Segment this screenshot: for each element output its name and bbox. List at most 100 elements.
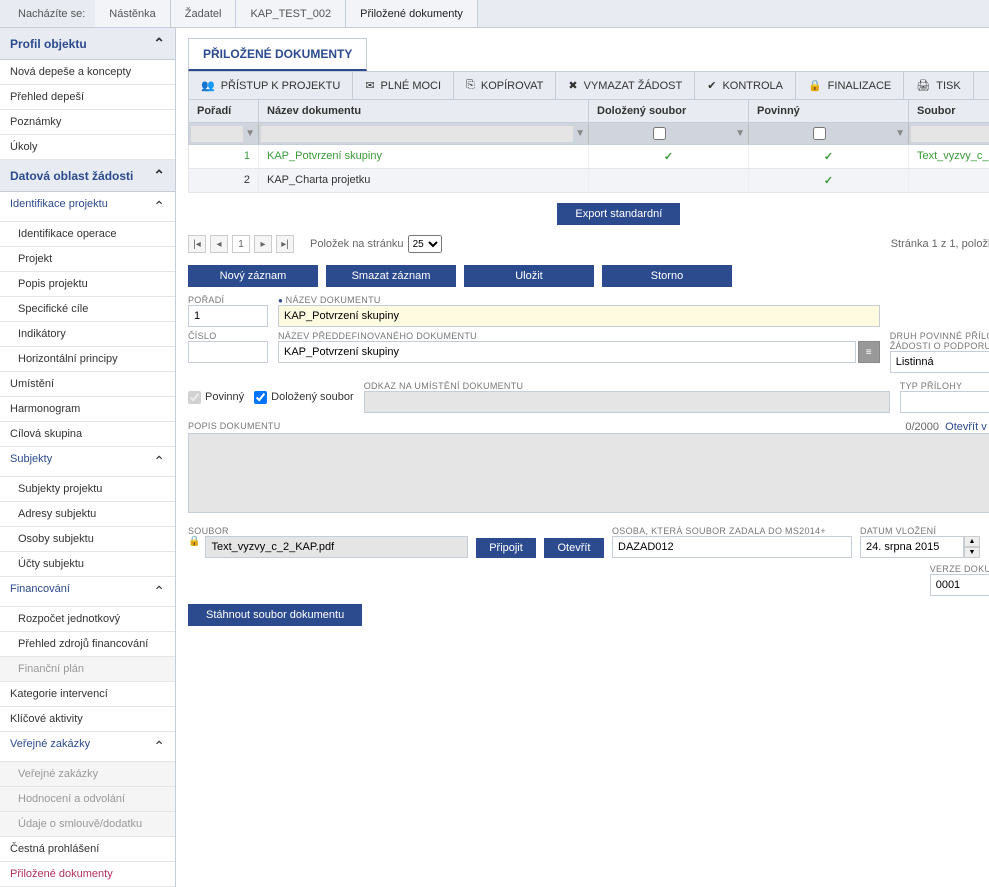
- export-button[interactable]: Export standardní: [557, 203, 680, 225]
- pager-page[interactable]: 1: [232, 235, 250, 253]
- sidebar-item[interactable]: Poznámky: [0, 110, 175, 135]
- sidebar-item[interactable]: Osoby subjektu: [0, 527, 175, 552]
- sidebar-item-financ[interactable]: Financování⌃: [0, 577, 175, 607]
- checkbox-dolozeny[interactable]: Doložený soubor: [254, 391, 354, 404]
- input-soubor[interactable]: [205, 536, 468, 558]
- delete-button[interactable]: Smazat záznam: [326, 265, 456, 287]
- grid-header-poradi[interactable]: Pořadí: [189, 100, 259, 122]
- toolbar-plne[interactable]: ✉PLNÉ MOCI: [353, 72, 454, 99]
- filter-icon[interactable]: ▼: [735, 128, 745, 139]
- checkbox[interactable]: [254, 391, 267, 404]
- sidebar-item[interactable]: Veřejné zakázky: [0, 762, 175, 787]
- sidebar-item[interactable]: Klíčové aktivity: [0, 707, 175, 732]
- toolbar-tisk[interactable]: 🖨TISK: [904, 72, 973, 99]
- input-datum[interactable]: [860, 536, 964, 558]
- sidebar-item-ident[interactable]: Identifikace projektu⌃: [0, 192, 175, 222]
- sidebar-item[interactable]: Kategorie intervencí: [0, 682, 175, 707]
- grid-header-soubor[interactable]: Soubor: [909, 100, 989, 122]
- sidebar-item[interactable]: Čestná prohlášení: [0, 837, 175, 862]
- grid-cell: 2: [189, 169, 259, 192]
- filter-icon[interactable]: ▼: [895, 128, 905, 139]
- pager-last[interactable]: ▸|: [276, 235, 294, 253]
- filter-icon[interactable]: ▼: [575, 128, 585, 139]
- check-icon: ✓: [824, 175, 833, 187]
- sidebar-item[interactable]: Popis projektu: [0, 272, 175, 297]
- sidebar-item[interactable]: Umístění: [0, 372, 175, 397]
- input-typ[interactable]: [900, 391, 989, 413]
- spinner-up[interactable]: ▲: [964, 536, 980, 547]
- breadcrumb-item[interactable]: Žadatel: [171, 0, 237, 27]
- picker-button[interactable]: ≡: [858, 341, 880, 363]
- input-verze[interactable]: [930, 574, 989, 596]
- sidebar-item[interactable]: Horizontální principy: [0, 347, 175, 372]
- toolbar-pristup[interactable]: 👥PŘÍSTUP K PROJEKTU: [189, 72, 353, 99]
- grid-filter[interactable]: ▼: [589, 123, 749, 144]
- grid-filter[interactable]: ▼: [259, 123, 589, 144]
- toolbar-vymaz[interactable]: ✖VYMAZAT ŽÁDOST: [556, 72, 695, 99]
- input-cislo[interactable]: [188, 341, 268, 363]
- grid-header-nazev[interactable]: Název dokumentu: [259, 100, 589, 122]
- grid-filter[interactable]: ▼: [189, 123, 259, 144]
- toolbar-label: VYMAZAT ŽÁDOST: [584, 80, 683, 92]
- pager-next[interactable]: ▸: [254, 235, 272, 253]
- sidebar-item[interactable]: Subjekty projektu: [0, 477, 175, 502]
- sidebar-item[interactable]: Hodnocení a odvolání: [0, 787, 175, 812]
- pager-prev[interactable]: ◂: [210, 235, 228, 253]
- breadcrumb-item[interactable]: KAP_TEST_002: [236, 0, 346, 27]
- filter-checkbox[interactable]: [653, 127, 666, 140]
- sidebar-item[interactable]: Identifikace operace: [0, 222, 175, 247]
- sidebar-item[interactable]: Přehled zdrojů financování: [0, 632, 175, 657]
- toolbar-kontrola[interactable]: ✔KONTROLA: [695, 72, 796, 99]
- sidebar-item-verejne[interactable]: Veřejné zakázky⌃: [0, 732, 175, 762]
- sidebar-header-profil[interactable]: Profil objektu⌃: [0, 28, 175, 60]
- input-druh[interactable]: [890, 351, 989, 373]
- sidebar-header-datova[interactable]: Datová oblast žádosti⌃: [0, 160, 175, 192]
- grid-filter[interactable]: ▼: [749, 123, 909, 144]
- sidebar-item[interactable]: Údaje o smlouvě/dodatku: [0, 812, 175, 837]
- attach-button[interactable]: Připojit: [476, 538, 536, 558]
- cancel-button[interactable]: Storno: [602, 265, 732, 287]
- grid-filter[interactable]: ▼: [909, 123, 989, 144]
- sidebar-item-active[interactable]: Přiložené dokumenty: [0, 862, 175, 887]
- toolbar-kopir[interactable]: ⎘KOPÍROVAT: [454, 72, 556, 99]
- label-poradi: POŘADÍ: [188, 295, 268, 305]
- input-poradi[interactable]: [188, 305, 268, 327]
- filter-icon[interactable]: ▼: [245, 128, 255, 139]
- input-osoba[interactable]: [612, 536, 852, 558]
- sidebar-item-subjekty[interactable]: Subjekty⌃: [0, 447, 175, 477]
- download-button[interactable]: Stáhnout soubor dokumentu: [188, 604, 362, 626]
- toolbar-label: TISK: [936, 80, 960, 92]
- pager-first[interactable]: |◂: [188, 235, 206, 253]
- grid-header-dolozeny[interactable]: Doložený soubor: [589, 100, 749, 122]
- sidebar-item[interactable]: Rozpočet jednotkový: [0, 607, 175, 632]
- grid-row[interactable]: 2 KAP_Charta projetku ✓: [188, 169, 989, 193]
- sidebar-item[interactable]: Projekt: [0, 247, 175, 272]
- breadcrumb-item[interactable]: Nástěnka: [95, 0, 170, 27]
- filter-checkbox[interactable]: [813, 127, 826, 140]
- sidebar-item[interactable]: Indikátory: [0, 322, 175, 347]
- sidebar-item[interactable]: Úkoly: [0, 135, 175, 160]
- grid-row[interactable]: 1 KAP_Potvrzení skupiny ✓ ✓ Text_vyzvy_c…: [188, 145, 989, 169]
- sidebar-item[interactable]: Cílová skupina: [0, 422, 175, 447]
- spinner-down[interactable]: ▼: [964, 547, 980, 558]
- input-odkaz[interactable]: [364, 391, 890, 413]
- open-button[interactable]: Otevřít: [544, 538, 604, 558]
- input-nazev[interactable]: [278, 305, 880, 327]
- popis-open-link[interactable]: Otevřít v novém okně: [945, 421, 989, 433]
- input-preddef[interactable]: [278, 341, 856, 363]
- sidebar-item[interactable]: Harmonogram: [0, 397, 175, 422]
- sidebar-item[interactable]: Nová depeše a koncepty: [0, 60, 175, 85]
- checkbox-povinny[interactable]: Povinný: [188, 391, 244, 404]
- sidebar-item[interactable]: Adresy subjektu: [0, 502, 175, 527]
- new-button[interactable]: Nový záznam: [188, 265, 318, 287]
- sidebar-item[interactable]: Přehled depeší: [0, 85, 175, 110]
- save-button[interactable]: Uložit: [464, 265, 594, 287]
- sidebar-item[interactable]: Specifické cíle: [0, 297, 175, 322]
- grid-header-povinny[interactable]: Povinný: [749, 100, 909, 122]
- sidebar-item[interactable]: Účty subjektu: [0, 552, 175, 577]
- page-size-select[interactable]: 25: [408, 235, 442, 253]
- textarea-popis[interactable]: [188, 433, 989, 513]
- grid-cell: 1: [189, 145, 259, 168]
- toolbar-finalizace[interactable]: 🔒FINALIZACE: [796, 72, 904, 99]
- sidebar-item[interactable]: Finanční plán: [0, 657, 175, 682]
